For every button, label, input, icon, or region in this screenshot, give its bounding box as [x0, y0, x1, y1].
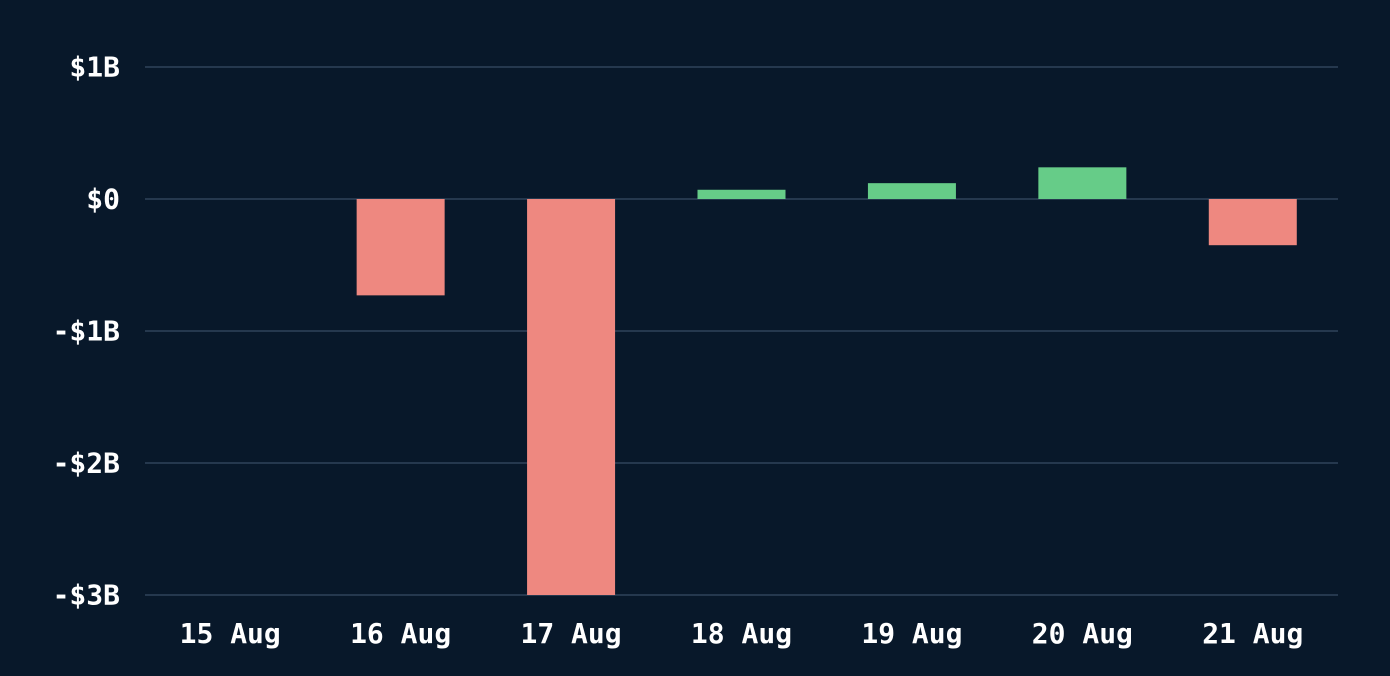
grid-lines [145, 66, 1338, 596]
bar-21-aug [1208, 199, 1297, 246]
y-tick-label: -$2B [53, 447, 120, 480]
y-tick-label: -$3B [53, 579, 120, 612]
x-tick-label: 15 Aug [180, 617, 281, 650]
bar-18-aug [697, 189, 786, 199]
y-tick-label: $0 [86, 183, 120, 216]
bar-16-aug [356, 199, 445, 296]
x-tick-label: 21 Aug [1202, 617, 1303, 650]
y-tick-label: -$1B [53, 315, 120, 348]
x-tick-label: 19 Aug [861, 617, 962, 650]
x-tick-label: 17 Aug [520, 617, 621, 650]
bars [356, 167, 1297, 595]
bar-17-aug [527, 199, 616, 595]
x-tick-label: 18 Aug [691, 617, 792, 650]
x-axis-ticks: 15 Aug 16 Aug 17 Aug 18 Aug 19 Aug 20 Aug 21 A… [180, 617, 1304, 650]
y-axis-ticks: $1B $0 -$1B -$2B -$3B [53, 51, 120, 612]
bar-19-aug [867, 183, 956, 199]
x-tick-label: 20 Aug [1032, 617, 1133, 650]
y-tick-label: $1B [69, 51, 120, 84]
x-tick-label: 16 Aug [350, 617, 451, 650]
bar-20-aug [1038, 167, 1127, 199]
